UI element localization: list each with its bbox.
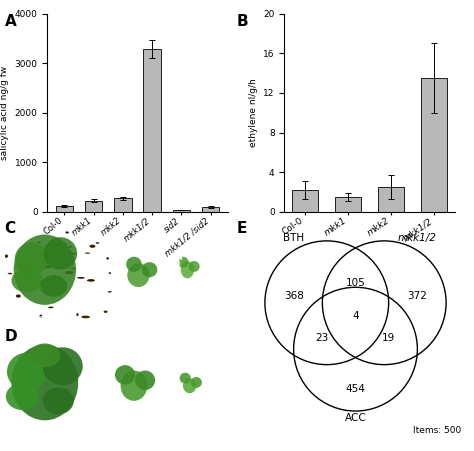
Ellipse shape xyxy=(85,253,90,254)
Ellipse shape xyxy=(69,253,76,254)
Text: 4: 4 xyxy=(352,311,359,321)
Text: 372: 372 xyxy=(408,291,428,301)
Text: mkk1/2: mkk1/2 xyxy=(398,233,437,243)
Ellipse shape xyxy=(181,261,194,278)
Ellipse shape xyxy=(180,373,191,383)
Ellipse shape xyxy=(29,272,36,274)
Ellipse shape xyxy=(191,377,202,388)
Bar xyxy=(85,201,102,212)
Ellipse shape xyxy=(4,255,8,258)
Ellipse shape xyxy=(90,244,95,248)
Ellipse shape xyxy=(39,314,42,318)
Ellipse shape xyxy=(28,272,31,275)
Text: 19: 19 xyxy=(382,333,395,343)
Ellipse shape xyxy=(43,266,47,268)
Ellipse shape xyxy=(69,246,72,248)
Bar xyxy=(421,78,447,212)
Ellipse shape xyxy=(43,250,50,253)
Text: mkk1/2
ein2: mkk1/2 ein2 xyxy=(121,433,147,446)
Ellipse shape xyxy=(65,272,73,274)
Bar xyxy=(143,49,161,212)
Ellipse shape xyxy=(177,257,189,267)
Bar xyxy=(378,187,404,212)
Ellipse shape xyxy=(76,313,79,316)
Ellipse shape xyxy=(8,273,12,274)
Text: 105: 105 xyxy=(346,278,365,288)
Text: 368: 368 xyxy=(283,291,303,301)
Ellipse shape xyxy=(15,243,48,275)
Bar xyxy=(55,206,73,212)
Text: mkk1/2
sid2: mkk1/2 sid2 xyxy=(125,318,152,331)
Ellipse shape xyxy=(65,231,69,234)
Ellipse shape xyxy=(48,307,54,308)
Ellipse shape xyxy=(142,262,157,277)
Ellipse shape xyxy=(37,241,41,243)
Text: 454: 454 xyxy=(346,384,365,394)
Ellipse shape xyxy=(11,269,43,292)
Text: Items: 500: Items: 500 xyxy=(413,427,462,435)
Text: mkk1/2: mkk1/2 xyxy=(187,316,214,322)
Ellipse shape xyxy=(45,254,49,258)
Ellipse shape xyxy=(43,347,82,385)
Ellipse shape xyxy=(135,371,155,390)
Text: BTH: BTH xyxy=(283,233,304,243)
Ellipse shape xyxy=(40,275,67,297)
Ellipse shape xyxy=(127,263,150,287)
Text: Col-0: Col-0 xyxy=(31,431,51,440)
Bar xyxy=(335,197,361,212)
Ellipse shape xyxy=(104,310,108,313)
Ellipse shape xyxy=(45,266,51,268)
Ellipse shape xyxy=(29,344,61,367)
Text: D: D xyxy=(5,329,18,344)
Ellipse shape xyxy=(189,261,200,272)
Bar xyxy=(173,210,190,212)
Y-axis label: ethylene nl/g/h: ethylene nl/g/h xyxy=(249,78,258,147)
Bar xyxy=(114,198,132,212)
Ellipse shape xyxy=(7,353,47,391)
Ellipse shape xyxy=(183,378,196,393)
Ellipse shape xyxy=(44,237,77,270)
Ellipse shape xyxy=(87,279,95,282)
Ellipse shape xyxy=(126,257,142,272)
Ellipse shape xyxy=(115,365,135,385)
Ellipse shape xyxy=(43,387,74,414)
Bar xyxy=(292,190,318,212)
Text: Col-0: Col-0 xyxy=(38,316,58,325)
Ellipse shape xyxy=(106,257,109,260)
Y-axis label: salicylic acid ng/g fw: salicylic acid ng/g fw xyxy=(0,66,9,160)
Ellipse shape xyxy=(77,277,85,279)
Text: B: B xyxy=(237,14,249,28)
Ellipse shape xyxy=(71,268,76,269)
Ellipse shape xyxy=(55,244,62,246)
Text: mkk1/2: mkk1/2 xyxy=(187,431,214,437)
Ellipse shape xyxy=(6,383,39,410)
Text: 23: 23 xyxy=(316,333,329,343)
Text: A: A xyxy=(5,14,17,28)
Ellipse shape xyxy=(81,316,90,318)
Text: E: E xyxy=(237,221,247,236)
Ellipse shape xyxy=(109,272,111,274)
Text: C: C xyxy=(5,221,16,236)
Ellipse shape xyxy=(108,291,112,293)
Ellipse shape xyxy=(65,271,72,274)
Ellipse shape xyxy=(96,242,99,244)
Ellipse shape xyxy=(16,295,21,298)
Ellipse shape xyxy=(14,235,76,305)
Ellipse shape xyxy=(11,345,78,420)
Text: ACC: ACC xyxy=(345,413,366,423)
Bar xyxy=(202,207,219,212)
Ellipse shape xyxy=(120,371,147,401)
